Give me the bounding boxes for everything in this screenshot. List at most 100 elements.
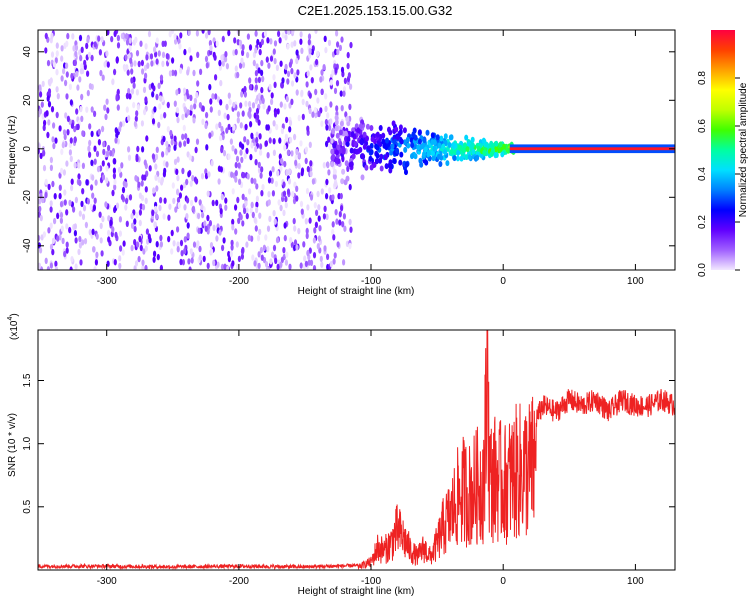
heatmap-cell <box>91 192 95 199</box>
heatmap-cell <box>316 97 320 104</box>
heatmap-cell <box>330 148 335 155</box>
heatmap-cell <box>325 124 329 131</box>
heatmap-cell <box>379 165 384 172</box>
heatmap-cell <box>306 125 310 132</box>
heatmap-cell <box>324 118 328 126</box>
heatmap-cell <box>419 143 424 150</box>
heatmap-cell <box>93 41 97 48</box>
colorbar-tick-label: 0.8 <box>697 71 708 85</box>
heatmap-cell <box>283 222 287 229</box>
heatmap-cell <box>154 174 158 181</box>
heatmap-cell <box>113 259 117 266</box>
heatmap-cell <box>287 30 291 36</box>
heatmap-cell <box>279 101 283 108</box>
heatmap-cell <box>83 238 88 245</box>
heatmap-cell <box>288 61 292 68</box>
heatmap-cell <box>281 32 285 39</box>
heatmap-cell <box>255 63 259 70</box>
heatmap-cell <box>254 159 258 166</box>
heatmap-cell <box>176 188 180 196</box>
heatmap-cell <box>234 170 238 177</box>
heatmap-cell <box>258 48 262 56</box>
heatmap-cell <box>166 126 170 133</box>
heatmap-cell <box>173 135 177 142</box>
heatmap-cell <box>290 80 295 87</box>
heatmap-cell <box>304 157 308 165</box>
heatmap-cell <box>221 60 225 67</box>
heatmap-cell <box>273 81 277 89</box>
heatmap-cell <box>317 235 321 242</box>
heatmap-cell <box>336 241 340 248</box>
heatmap-cell <box>207 30 211 36</box>
heatmap-cell <box>340 205 344 212</box>
heatmap-cell <box>200 203 204 211</box>
heatmap-cell <box>331 153 336 160</box>
heatmap-cell <box>204 225 208 232</box>
heatmap-cell <box>66 32 70 40</box>
heatmap-cell <box>40 234 44 241</box>
heatmap-cell <box>74 237 78 244</box>
heatmap-cell <box>252 59 256 67</box>
heatmap-cell <box>343 130 348 137</box>
heatmap-cell <box>470 136 475 143</box>
heatmap-cell <box>38 143 41 150</box>
heatmap-cell <box>202 255 206 263</box>
heatmap-cell <box>449 148 454 155</box>
heatmap-cell <box>148 165 152 172</box>
heatmap-cell <box>158 204 162 212</box>
heatmap-cell <box>179 258 183 266</box>
heatmap-cell <box>284 259 288 266</box>
heatmap-cell <box>293 225 297 232</box>
heatmap-cell <box>266 245 270 253</box>
heatmap-cell <box>354 148 359 155</box>
heatmap-cell <box>189 94 193 102</box>
heatmap-cell <box>146 238 150 245</box>
heatmap-cell <box>287 178 292 185</box>
heatmap-cell <box>106 260 110 267</box>
heatmap-cell <box>77 162 81 169</box>
heatmap-cell <box>139 203 143 210</box>
heatmap-cell <box>364 164 369 171</box>
spectrogram-x-tick-label: -200 <box>229 276 249 287</box>
heatmap-cell <box>197 212 201 220</box>
heatmap-cell <box>97 35 101 42</box>
heatmap-cell <box>297 114 301 122</box>
heatmap-cell <box>267 191 271 198</box>
heatmap-cell <box>231 224 235 231</box>
heatmap-cell <box>227 255 231 263</box>
heatmap-cell <box>116 34 120 42</box>
heatmap-cell <box>451 142 456 149</box>
heatmap-cell <box>344 111 348 118</box>
heatmap-cell <box>183 95 187 102</box>
heatmap-cell <box>49 156 54 164</box>
heatmap-cell <box>270 177 274 184</box>
heatmap-cell <box>322 162 326 169</box>
heatmap-cell <box>107 144 111 152</box>
heatmap-cell <box>135 89 139 96</box>
heatmap-cell <box>106 107 110 114</box>
heatmap-cell <box>76 123 80 130</box>
heatmap-cell <box>170 248 174 255</box>
heatmap-cell <box>46 59 51 67</box>
heatmap-cell <box>239 102 243 109</box>
heatmap-cell <box>309 259 314 266</box>
heatmap-cell <box>38 108 43 115</box>
heatmap-cell <box>125 197 129 205</box>
heatmap-cell <box>51 248 55 256</box>
heatmap-cell <box>320 88 324 96</box>
heatmap-cell <box>124 181 128 188</box>
heatmap-cell <box>62 67 66 75</box>
heatmap-cell <box>180 184 184 191</box>
heatmap-cell <box>280 82 284 89</box>
heatmap-cell <box>215 199 219 206</box>
heatmap-cell <box>293 40 297 47</box>
heatmap-cell <box>302 241 306 248</box>
heatmap-cell <box>378 157 383 164</box>
heatmap-cell <box>329 260 333 268</box>
heatmap-cell <box>104 201 108 208</box>
heatmap-cell <box>80 115 84 123</box>
heatmap-cell <box>91 174 95 181</box>
heatmap-cell <box>77 173 81 180</box>
heatmap-cell <box>331 228 335 236</box>
heatmap-cell <box>334 67 338 74</box>
